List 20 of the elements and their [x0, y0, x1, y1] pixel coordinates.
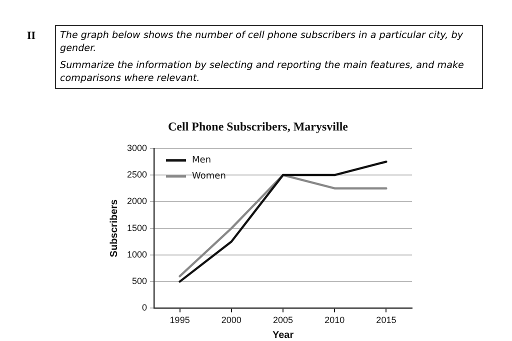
y-tick-label: 500 [132, 276, 148, 286]
y-tick-label: 3000 [126, 142, 148, 153]
y-tick-label: 2500 [126, 170, 148, 180]
y-tick-label: 2000 [126, 196, 148, 206]
text: Summarize the information by selecting and reporting the main features, and make comparisons where relevant. [60, 59, 465, 85]
legend-label: Men [192, 156, 212, 166]
x-tick-label: 1995 [170, 315, 190, 326]
legend-label: Women [192, 172, 226, 182]
y-tick-label: 1500 [126, 222, 148, 233]
x-tick-label: 2005 [272, 315, 294, 326]
y-tick-label: 0 [142, 302, 148, 313]
y-tick-label: 1000 [126, 249, 148, 260]
text: II [27, 30, 36, 42]
x-axis-title: Year [272, 330, 294, 341]
x-tick-label: 2015 [376, 315, 396, 326]
x-tick-label: 2000 [221, 315, 242, 326]
text: The graph below shows the number of cell phone subscribers in a particular city, by gender. [60, 29, 464, 55]
x-tick-label: 2010 [324, 315, 345, 326]
chart-title: Cell Phone Subscribers, Marysville [168, 119, 349, 134]
y-axis-title: Subscribers [108, 198, 120, 258]
